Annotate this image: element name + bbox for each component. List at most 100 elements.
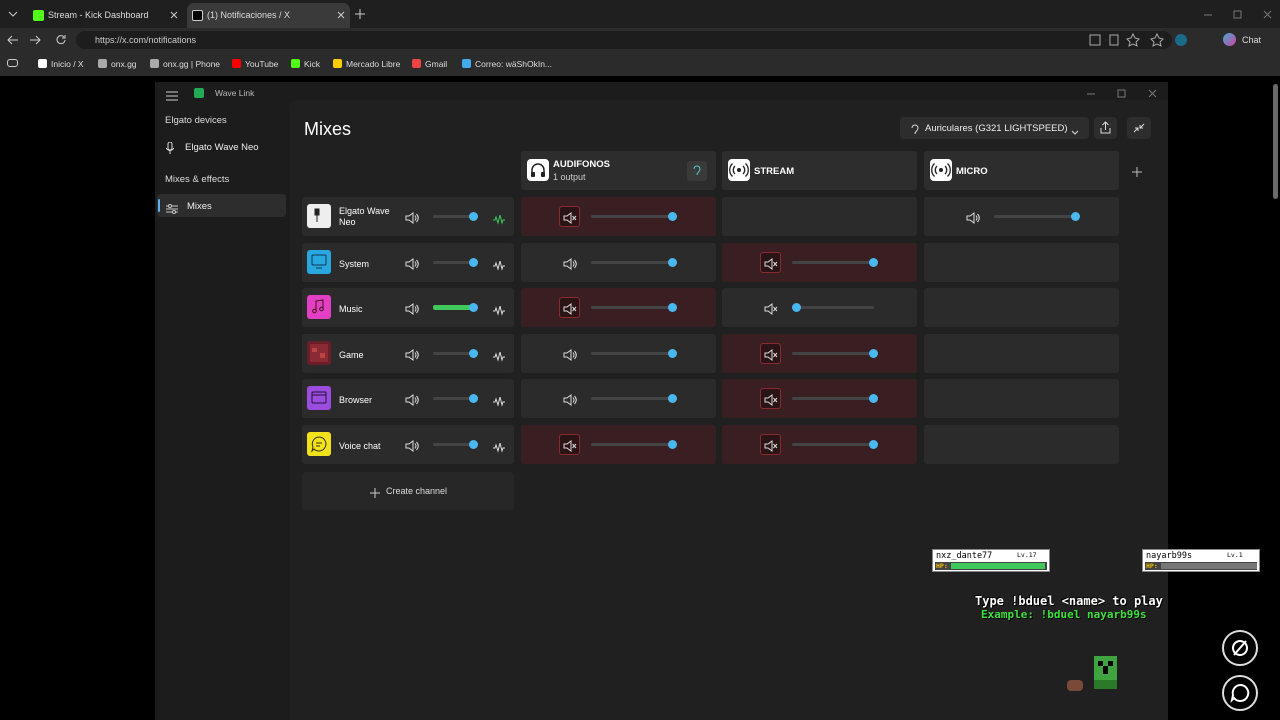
bookmark[interactable]: Kick — [304, 59, 321, 69]
toolbar-icons[interactable] — [1088, 32, 1198, 52]
monitor-button[interactable] — [687, 161, 707, 181]
channel-level-icon[interactable] — [493, 212, 505, 230]
mix-slider-knob[interactable] — [869, 439, 878, 449]
mix-cell[interactable] — [722, 333, 917, 373]
mix-slider-knob[interactable] — [668, 348, 677, 358]
mix-cell[interactable] — [722, 424, 917, 464]
browser-tab[interactable]: Stream - Kick Dashboard — [28, 3, 183, 28]
mix-slider-knob[interactable] — [1071, 212, 1080, 221]
bookmark[interactable]: Gmail — [425, 59, 448, 69]
channel-card[interactable]: Game — [302, 333, 514, 373]
speaker-button[interactable] — [764, 302, 778, 320]
nav-buttons[interactable] — [6, 33, 70, 52]
mix-slider-track[interactable] — [591, 442, 673, 446]
channel-level-icon[interactable] — [493, 258, 505, 276]
overlay-button[interactable] — [1222, 630, 1258, 666]
mix-slider-knob[interactable] — [668, 303, 677, 312]
mix-slider-track[interactable] — [591, 306, 673, 309]
mix-cell[interactable] — [521, 424, 716, 464]
sidebar-item[interactable]: Mixes — [187, 201, 212, 212]
app-window-controls[interactable] — [1085, 87, 1160, 105]
mix-header[interactable]: STREAM — [722, 151, 917, 190]
mix-cell[interactable] — [722, 379, 917, 418]
mix-cell[interactable] — [722, 242, 917, 282]
channel-slider-knob[interactable] — [469, 303, 478, 312]
channel-speaker[interactable] — [405, 348, 419, 366]
tab-list-button[interactable] — [5, 6, 21, 22]
new-tab-button[interactable] — [354, 7, 366, 25]
mix-slider-knob[interactable] — [668, 257, 677, 267]
channel-level-icon[interactable] — [493, 440, 505, 458]
channel-slider-track[interactable] — [433, 397, 478, 400]
mix-header[interactable]: AUDIFONOS 1 output — [521, 151, 716, 190]
channel-slider-knob[interactable] — [469, 439, 478, 449]
mix-cell[interactable] — [722, 288, 917, 327]
channel-card[interactable]: Elgato Wave Neo — [302, 197, 514, 236]
channel-slider-knob[interactable] — [469, 348, 478, 358]
mix-slider-knob[interactable] — [668, 394, 677, 403]
collapse-button[interactable] — [1127, 117, 1151, 139]
browser-tab[interactable]: (1) Notificaciones / X — [187, 3, 350, 28]
mix-slider-track[interactable] — [792, 442, 874, 446]
address-bar[interactable] — [76, 31, 1172, 49]
channel-speaker[interactable] — [405, 302, 419, 320]
bookmark[interactable]: Correo: wäShOkIn... — [475, 59, 553, 69]
mix-header[interactable]: MICRO — [924, 151, 1119, 190]
tab-close[interactable] — [336, 8, 346, 26]
mute-button[interactable] — [760, 251, 781, 273]
channel-slider-knob[interactable] — [469, 212, 478, 221]
mix-slider-track[interactable] — [591, 397, 673, 400]
mix-slider-knob[interactable] — [869, 394, 878, 403]
mute-button[interactable] — [559, 297, 580, 318]
mute-button[interactable] — [559, 206, 580, 227]
mix-slider-track[interactable] — [994, 215, 1076, 218]
channel-slider-knob[interactable] — [469, 257, 478, 267]
mix-slider-knob[interactable] — [668, 439, 677, 449]
speaker-button[interactable] — [563, 257, 577, 275]
add-mix-button[interactable] — [1131, 165, 1143, 183]
mix-slider-track[interactable] — [792, 351, 874, 355]
channel-speaker[interactable] — [405, 257, 419, 275]
mix-cell[interactable] — [521, 197, 716, 236]
channel-card[interactable]: Voice chat — [302, 424, 514, 464]
mix-slider-knob[interactable] — [792, 303, 801, 312]
output-dropdown[interactable] — [900, 117, 1089, 139]
sidebar-device[interactable]: Elgato Wave Neo — [185, 142, 259, 153]
bookmark[interactable]: YouTube — [245, 59, 279, 69]
channel-slider-track[interactable] — [433, 215, 478, 218]
mute-button[interactable] — [760, 342, 781, 364]
channel-level-icon[interactable] — [493, 394, 505, 412]
mix-slider-track[interactable] — [591, 215, 673, 218]
create-channel-button[interactable]: Create channel — [302, 472, 514, 510]
tab-close[interactable] — [169, 8, 179, 26]
mix-cell[interactable] — [521, 242, 716, 282]
mute-button[interactable] — [760, 433, 781, 455]
channel-level-icon[interactable] — [493, 303, 505, 321]
window-controls[interactable] — [1200, 8, 1276, 26]
channel-slider-knob[interactable] — [469, 394, 478, 403]
menu-button[interactable] — [166, 88, 178, 106]
sidebar-item-selected[interactable] — [157, 194, 286, 217]
chat-button[interactable]: Chat — [1242, 35, 1262, 45]
mix-slider-track[interactable] — [591, 260, 673, 264]
mute-button[interactable] — [559, 433, 580, 455]
share-button[interactable] — [1094, 117, 1117, 139]
channel-card[interactable]: Browser — [302, 379, 514, 418]
mix-cell[interactable] — [521, 379, 716, 418]
channel-speaker[interactable] — [405, 211, 419, 229]
channel-speaker[interactable] — [405, 439, 419, 457]
overlay-button[interactable] — [1222, 675, 1258, 711]
mix-cell[interactable] — [521, 288, 716, 327]
speaker-button[interactable] — [563, 393, 577, 411]
mix-cell[interactable] — [521, 333, 716, 373]
channel-card[interactable]: System — [302, 242, 514, 282]
channel-level-icon[interactable] — [493, 349, 505, 367]
mix-slider-knob[interactable] — [869, 257, 878, 267]
speaker-button[interactable] — [966, 211, 980, 229]
mix-cell[interactable] — [924, 197, 1119, 236]
speaker-button[interactable] — [563, 348, 577, 366]
channel-slider-track[interactable] — [433, 351, 478, 355]
mix-slider-knob[interactable] — [869, 348, 878, 358]
channel-slider-track[interactable] — [433, 442, 478, 446]
channel-slider-track[interactable] — [433, 260, 478, 264]
